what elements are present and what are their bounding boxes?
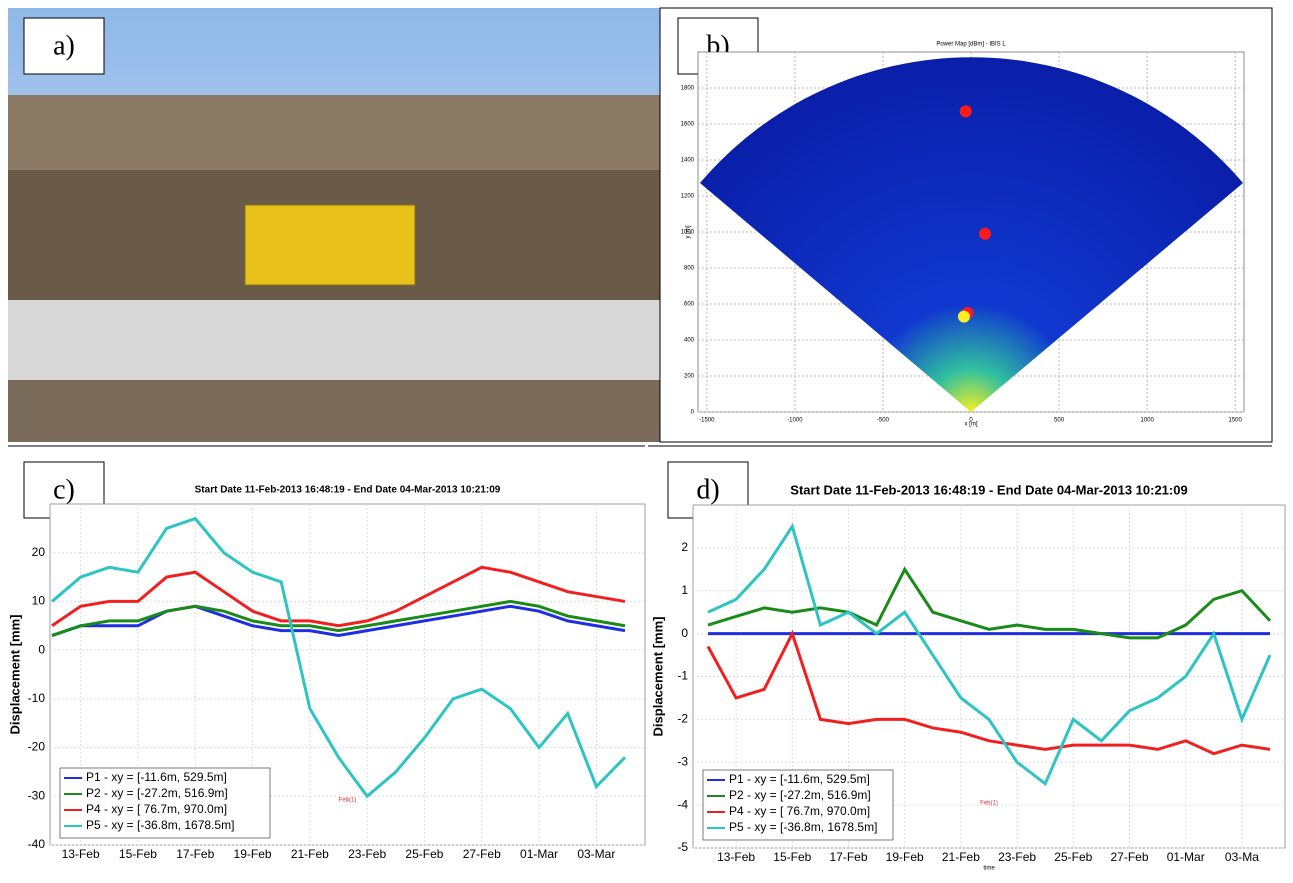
y-tick-label: 1200 [681, 194, 695, 200]
y-axis-label: Displacement [mm] [7, 615, 22, 735]
panel-label: c) [53, 474, 75, 505]
y-tick-label: 1600 [681, 122, 695, 128]
x-tick-label: 15-Feb [773, 850, 811, 864]
x-tick-label: 23-Feb [998, 850, 1036, 864]
legend-label: P1 - xy = [-11.6m, 529.5m] [729, 772, 870, 786]
annotation: Feb(1) [339, 798, 357, 804]
panel-label: a) [53, 30, 75, 61]
y-tick-label: -30 [28, 788, 46, 802]
y-tick-label: 10 [32, 594, 46, 608]
y-tick-label: -3 [677, 754, 688, 768]
point [958, 311, 970, 323]
legend-label: P2 - xy = [-27.2m, 516.9m] [86, 786, 228, 800]
x-tick-label: 03-Ma [1225, 850, 1259, 864]
point [979, 228, 991, 240]
chart-title: Power Map [dBm] - IBIS L [936, 42, 1006, 48]
y-tick-label: 0 [691, 410, 695, 416]
x-tick-label: -1500 [699, 418, 715, 424]
y-axis-label: Displacement [mm] [650, 617, 665, 737]
x-tick-label: 13-Feb [717, 850, 755, 864]
x-tick-label: 01-Mar [1167, 850, 1205, 864]
legend-label: P4 - xy = [ 76.7m, 970.0m] [86, 802, 227, 816]
x-tick-label: 19-Feb [886, 850, 924, 864]
legend-label: P5 - xy = [-36.8m, 1678.5m] [729, 820, 877, 834]
figure: a)b)c)d)-1500-1000-500050010001500020040… [0, 0, 1293, 883]
y-tick-label: -10 [28, 691, 46, 705]
y-tick-label: 600 [684, 302, 695, 308]
y-tick-label: 0 [38, 642, 45, 656]
y-tick-label: 1800 [681, 86, 695, 92]
x-tick-label: 03-Mar [577, 847, 615, 861]
y-tick-label: -2 [677, 712, 688, 726]
x-tick-label: 500 [1054, 418, 1065, 424]
y-tick-label: -4 [677, 797, 688, 811]
y-tick-label: 0 [681, 626, 688, 640]
x-tick-label: 25-Feb [405, 847, 443, 861]
y-tick-label: 1 [681, 583, 688, 597]
x-tick-label: 21-Feb [291, 847, 329, 861]
annotation: Feb(1) [980, 801, 998, 807]
y-tick-label: -5 [677, 840, 688, 854]
x-axis-label: x [m] [965, 422, 978, 428]
y-tick-label: -20 [28, 740, 46, 754]
x-tick-label: 19-Feb [234, 847, 272, 861]
x-tick-label: 13-Feb [62, 847, 100, 861]
y-tick-label: -40 [28, 837, 46, 851]
x-tick-label: 25-Feb [1054, 850, 1092, 864]
legend-label: P4 - xy = [ 76.7m, 970.0m] [729, 804, 870, 818]
x-tick-label: 1000 [1140, 418, 1154, 424]
y-tick-label: -1 [677, 669, 688, 683]
y-tick-label: 20 [32, 545, 46, 559]
x-tick-label: 1500 [1229, 418, 1243, 424]
x-tick-label: 17-Feb [829, 850, 867, 864]
chart-title: Start Date 11-Feb-2013 16:48:19 - End Da… [790, 482, 1187, 497]
legend-label: P2 - xy = [-27.2m, 516.9m] [729, 788, 871, 802]
x-tick-label: 15-Feb [119, 847, 157, 861]
chart-title: Start Date 11-Feb-2013 16:48:19 - End Da… [195, 485, 501, 496]
y-tick-label: 1400 [681, 158, 695, 164]
y-tick-label: 400 [684, 338, 695, 344]
x-tick-label: -500 [877, 418, 890, 424]
y-tick-label: 200 [684, 374, 695, 380]
panel-label: d) [696, 474, 719, 505]
x-tick-label: 21-Feb [942, 850, 980, 864]
y-axis-label: y [m] [686, 225, 692, 238]
x-tick-label: -1000 [787, 418, 803, 424]
legend-label: P5 - xy = [-36.8m, 1678.5m] [86, 818, 234, 832]
photo [8, 8, 660, 442]
x-tick-label: 27-Feb [1110, 850, 1148, 864]
point [960, 105, 972, 117]
x-tick-label: 01-Mar [520, 847, 558, 861]
legend-label: P1 - xy = [-11.6m, 529.5m] [86, 770, 227, 784]
y-tick-label: 800 [684, 266, 695, 272]
x-axis-label: time [983, 866, 995, 872]
y-tick-label: 2 [681, 540, 688, 554]
x-tick-label: 23-Feb [348, 847, 386, 861]
x-tick-label: 27-Feb [463, 847, 501, 861]
x-tick-label: 17-Feb [176, 847, 214, 861]
